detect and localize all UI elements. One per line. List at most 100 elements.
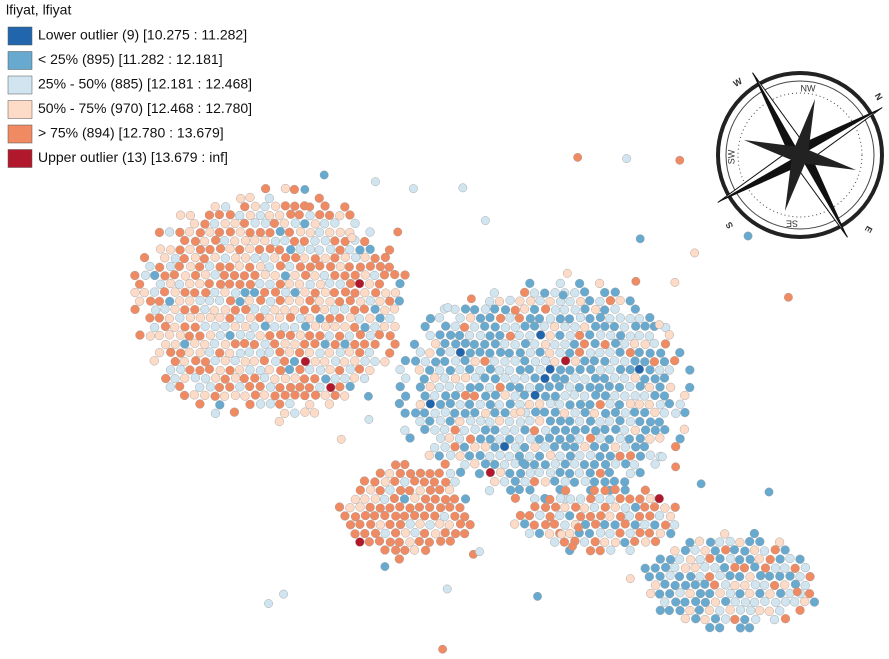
map-point [515,297,524,306]
map-point [755,589,764,598]
map-point [356,330,365,339]
map-point [611,460,620,469]
map-point [341,288,350,297]
map-point [501,373,510,382]
map-point [651,537,660,546]
map-point [481,442,490,451]
map-point [606,495,615,504]
map-point [311,357,320,366]
map-point [595,494,604,503]
map-point [615,383,624,392]
map-point [491,426,500,435]
legend-swatch [8,125,32,143]
map-point [666,383,675,392]
map-point [270,219,279,228]
map-point [315,210,324,219]
map-point [266,399,275,408]
map-point [726,589,735,598]
map-point [296,331,305,340]
map-point [715,538,724,547]
map-point [171,340,180,349]
map-point [435,452,444,461]
map-point [456,503,465,512]
map-point [691,580,700,589]
map-point [551,306,560,315]
map-point [601,460,610,469]
map-point [261,270,270,279]
map-point [265,263,274,272]
map-point [500,460,509,469]
map-point [485,383,494,392]
map-point [516,366,525,375]
map-point [226,227,235,236]
map-point [565,383,574,392]
map-point [335,503,344,512]
map-point [366,296,375,305]
map-point [610,374,619,383]
map-point [280,305,289,314]
map-point [490,477,499,486]
map-point [641,538,650,547]
map-point [531,408,540,417]
map-point [496,383,505,392]
map-point [231,339,240,348]
map-point [180,340,189,349]
map-point [480,322,489,331]
map-point [796,555,805,564]
map-point [780,564,789,573]
map-point [801,563,810,572]
map-point [150,323,159,332]
map-point [245,263,254,272]
map-point [784,293,792,301]
map-point [681,598,690,607]
map-point [491,391,500,400]
map-point [636,434,645,443]
map-point [616,529,625,538]
map-point [176,246,185,255]
map-point [495,297,504,306]
map-point [360,288,369,297]
map-point [215,348,224,357]
map-point [661,521,670,530]
map-point [246,400,255,409]
map-point [775,572,784,581]
map-point [591,339,600,348]
map-point [505,349,514,358]
map-point [180,254,189,263]
map-point [586,417,595,426]
map-point [650,339,659,348]
map-point [605,512,614,521]
map-point [360,340,369,349]
map-point [415,503,424,512]
map-point [506,486,515,495]
map-point [750,529,759,538]
map-point [356,263,365,272]
map-point [566,495,575,504]
map-point [540,289,549,298]
map-point [261,202,270,211]
map-point [451,340,460,349]
map-point [316,331,325,340]
map-point [575,279,584,288]
map-point [346,296,355,305]
map-point [415,537,424,546]
map-point [461,356,470,365]
map-point [375,280,384,289]
map-point [557,530,565,538]
map-point [526,348,535,357]
map-point [280,219,289,228]
map-point [416,469,425,478]
map-point [575,348,584,357]
map-point [611,288,620,297]
map-point [525,529,534,538]
map-point [300,391,309,400]
map-point [696,572,705,581]
map-point [271,271,280,280]
map-point [210,219,219,228]
map-point [580,392,589,401]
map-point [265,194,274,203]
map-point [221,219,230,228]
map-point [185,279,194,288]
map-point [425,451,434,460]
map-point [755,606,764,615]
